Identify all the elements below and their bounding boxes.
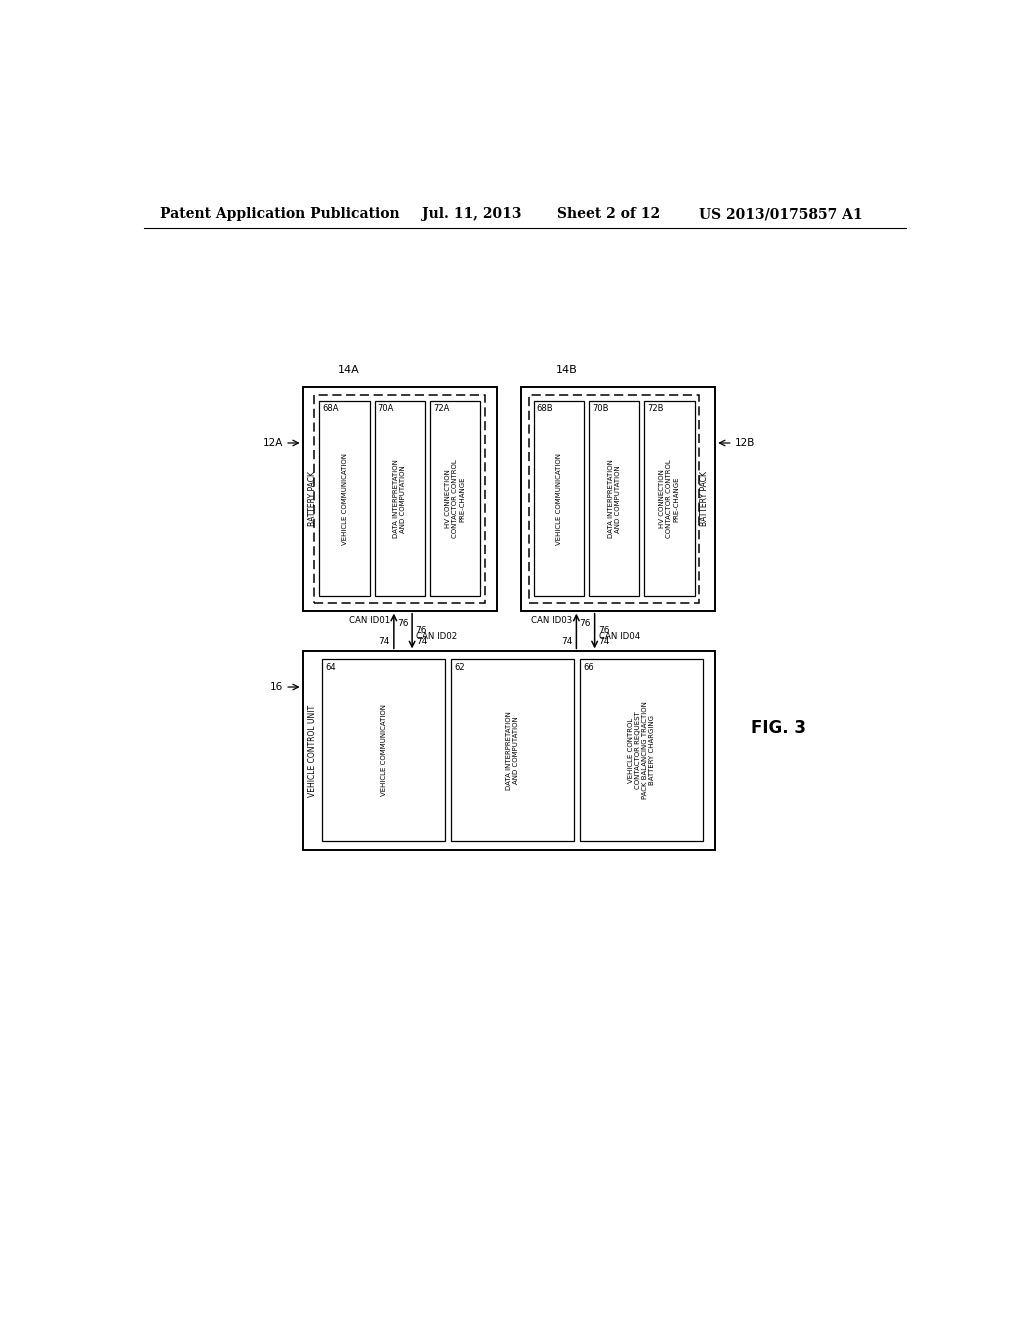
Text: 72A: 72A <box>433 404 450 413</box>
Text: CAN ID01: CAN ID01 <box>348 616 390 626</box>
Text: 70A: 70A <box>378 404 394 413</box>
Text: US 2013/0175857 A1: US 2013/0175857 A1 <box>699 207 863 222</box>
Text: 70B: 70B <box>592 404 608 413</box>
Bar <box>314 395 485 602</box>
Bar <box>644 401 694 597</box>
Text: FIG. 3: FIG. 3 <box>752 718 806 737</box>
Text: 76: 76 <box>598 626 609 635</box>
Text: 62: 62 <box>455 663 465 672</box>
Bar <box>319 401 370 597</box>
Text: 76: 76 <box>416 626 427 635</box>
Text: 14A: 14A <box>338 364 359 375</box>
Text: HV CONNECTION
CONTACTOR CONTROL
PRE-CHANGE: HV CONNECTION CONTACTOR CONTROL PRE-CHAN… <box>659 459 679 539</box>
Text: Sheet 2 of 12: Sheet 2 of 12 <box>557 207 659 222</box>
Text: 74: 74 <box>599 638 610 647</box>
Text: 74: 74 <box>379 638 390 647</box>
Text: 66: 66 <box>584 663 594 672</box>
Text: VEHICLE COMMUNICATION: VEHICLE COMMUNICATION <box>556 453 562 545</box>
Text: CAN ID03: CAN ID03 <box>531 616 572 626</box>
Text: 72B: 72B <box>647 404 664 413</box>
Text: VEHICLE CONTROL
CONTACTOR REQUEST
PACK BALANCING TRACTION
BATTERY CHARGING: VEHICLE CONTROL CONTACTOR REQUEST PACK B… <box>628 701 654 800</box>
Bar <box>430 401 480 597</box>
Text: VEHICLE COMMUNICATION: VEHICLE COMMUNICATION <box>342 453 347 545</box>
Text: HV CONNECTION
CONTACTOR CONTROL
PRE-CHANGE: HV CONNECTION CONTACTOR CONTROL PRE-CHAN… <box>445 459 465 539</box>
Bar <box>323 660 444 841</box>
Text: 68A: 68A <box>323 404 339 413</box>
Text: VEHICLE COMMUNICATION: VEHICLE COMMUNICATION <box>381 705 387 796</box>
Text: 68B: 68B <box>537 404 553 413</box>
Bar <box>303 387 497 611</box>
Text: 74: 74 <box>416 638 427 647</box>
Text: DATA INTERPRETATION
AND COMPUTATION: DATA INTERPRETATION AND COMPUTATION <box>607 459 621 539</box>
Text: CAN ID04: CAN ID04 <box>599 631 640 640</box>
Text: 12A: 12A <box>262 438 283 447</box>
Bar <box>375 401 425 597</box>
Bar <box>452 660 573 841</box>
Text: VEHICLE CONTROL UNIT: VEHICLE CONTROL UNIT <box>308 705 317 796</box>
Text: Jul. 11, 2013: Jul. 11, 2013 <box>422 207 521 222</box>
Bar <box>580 660 702 841</box>
Text: DATA INTERPRETATION
AND COMPUTATION: DATA INTERPRETATION AND COMPUTATION <box>393 459 407 539</box>
Text: DATA INTERPRETATION
AND COMPUTATION: DATA INTERPRETATION AND COMPUTATION <box>506 711 519 789</box>
Text: BATTERY PACK: BATTERY PACK <box>700 471 710 527</box>
Text: 74: 74 <box>561 638 572 647</box>
Text: 64: 64 <box>326 663 336 672</box>
Text: 16: 16 <box>269 682 283 692</box>
Bar <box>534 401 584 597</box>
Text: 12B: 12B <box>735 438 756 447</box>
Bar <box>521 387 715 611</box>
Text: 76: 76 <box>397 619 409 628</box>
Text: CAN ID02: CAN ID02 <box>416 631 458 640</box>
Bar <box>303 651 715 850</box>
Bar <box>528 395 699 602</box>
Text: Patent Application Publication: Patent Application Publication <box>160 207 399 222</box>
Bar <box>589 401 639 597</box>
Text: BATTERY PACK: BATTERY PACK <box>308 471 317 527</box>
Text: 14B: 14B <box>556 364 578 375</box>
Text: 76: 76 <box>580 619 591 628</box>
